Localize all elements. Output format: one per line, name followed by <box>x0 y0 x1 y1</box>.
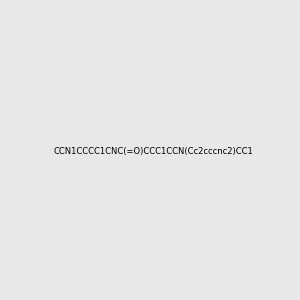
Text: CCN1CCCC1CNC(=O)CCC1CCN(Cc2cccnc2)CC1: CCN1CCCC1CNC(=O)CCC1CCN(Cc2cccnc2)CC1 <box>54 147 254 156</box>
